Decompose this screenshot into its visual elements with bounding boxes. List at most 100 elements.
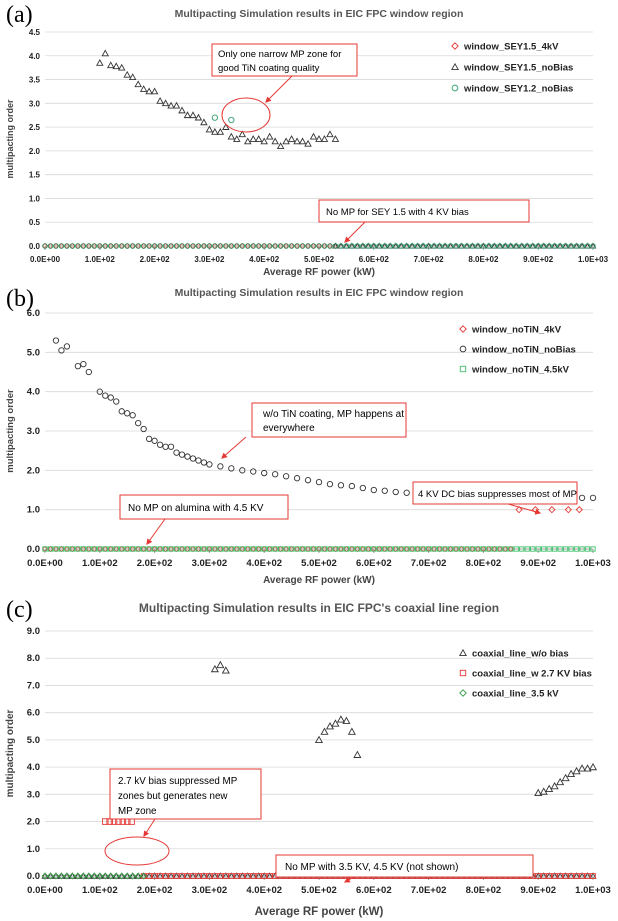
data-point-baseline	[113, 243, 119, 249]
data-point	[287, 135, 296, 142]
data-point-baseline	[179, 243, 185, 249]
data-point-baseline	[212, 546, 218, 552]
data-point-baseline	[228, 243, 235, 249]
data-point-baseline	[255, 243, 262, 249]
data-point-baseline	[425, 243, 432, 249]
data-point-baseline	[245, 243, 251, 249]
data-point-baseline	[551, 873, 558, 879]
data-point-baseline	[69, 243, 76, 249]
data-point-baseline	[85, 872, 93, 880]
chart-panel-1: (a) Multipacting Simulation results in EI…	[5, 2, 609, 278]
data-point-baseline	[118, 243, 125, 249]
data-point	[52, 337, 60, 344]
data-point-baseline	[217, 873, 224, 879]
data-point	[210, 664, 219, 673]
data-point	[128, 73, 137, 81]
data-point-baseline	[453, 546, 459, 552]
annotation-arrow	[143, 818, 156, 838]
data-point-baseline	[573, 546, 580, 552]
annotation-arrow	[344, 221, 366, 243]
data-point-baseline	[371, 546, 377, 552]
data-point-baseline	[179, 546, 185, 552]
data-point	[265, 132, 274, 140]
x-tick-label: 2.0E+02	[140, 255, 171, 264]
data-point-baseline	[288, 546, 295, 552]
y-tick-label: 6.0	[27, 308, 40, 319]
annotation-text: 4 KV DC bias suppresses most of MP	[418, 489, 577, 500]
data-point-baseline	[376, 546, 382, 552]
data-point-baseline	[447, 243, 454, 249]
data-point	[107, 394, 114, 401]
data-point-baseline	[64, 546, 70, 552]
data-point-baseline	[80, 243, 87, 249]
data-point-baseline	[179, 873, 185, 879]
x-tick-label: 7.0E+02	[414, 255, 445, 264]
data-point	[588, 762, 598, 771]
x-tick-label: 9.0E+02	[520, 885, 556, 896]
data-point-baseline	[173, 546, 180, 552]
data-point-baseline	[157, 873, 163, 879]
data-point-baseline	[562, 873, 569, 879]
data-point-baseline	[387, 546, 393, 552]
data-point-baseline	[184, 243, 191, 249]
data-point-baseline	[91, 546, 97, 552]
series-3	[42, 546, 596, 552]
data-point-baseline	[354, 546, 360, 552]
data-point-baseline	[58, 546, 65, 552]
x-tick-label: 4.0E+02	[249, 255, 280, 264]
data-point-baseline	[212, 873, 218, 879]
data-point-baseline	[409, 243, 415, 249]
annotation-box	[412, 481, 578, 505]
y-tick-label: 2.0	[27, 465, 40, 476]
data-point-baseline	[168, 873, 174, 879]
data-point	[336, 715, 345, 723]
annotation-text: 2.7 kV bias suppressed MP	[118, 776, 238, 787]
data-point-baseline	[272, 243, 278, 249]
data-point-baseline	[42, 243, 48, 249]
data-point-baseline	[469, 243, 476, 249]
data-point	[550, 781, 559, 790]
annotation-1: w/o TiN coating, MP happens at everywhere	[221, 402, 407, 459]
data-point-baseline	[228, 873, 235, 879]
data-point	[539, 787, 548, 795]
data-point	[189, 455, 197, 462]
data-point-baseline	[223, 873, 229, 879]
data-point-baseline	[151, 546, 158, 552]
data-point	[156, 97, 164, 104]
data-point	[150, 87, 159, 95]
data-point-baseline	[157, 546, 163, 552]
x-tick-label: 1.0E+02	[82, 558, 118, 569]
data-point-baseline	[382, 546, 388, 552]
data-point	[167, 101, 175, 109]
x-tick-label: 5.0E+02	[301, 885, 337, 896]
data-point	[315, 478, 323, 486]
data-point	[359, 484, 366, 492]
data-point-baseline	[47, 872, 54, 880]
data-point	[304, 139, 312, 147]
data-point-baseline	[97, 243, 103, 249]
data-point-baseline	[47, 243, 54, 249]
data-point-baseline	[497, 546, 503, 552]
x-tick-label: 0.0E+00	[30, 255, 61, 264]
data-point	[315, 135, 323, 142]
annotation-arrow	[343, 876, 355, 883]
annotation-text: MP zone	[118, 806, 157, 817]
data-point-baseline	[513, 546, 519, 552]
data-point	[545, 784, 554, 792]
data-point-baseline	[305, 546, 311, 552]
data-point	[195, 457, 202, 464]
data-point-baseline	[338, 243, 344, 249]
panel-letter: (b)	[6, 286, 34, 312]
data-point-baseline	[75, 243, 81, 249]
data-point-baseline	[420, 546, 426, 552]
data-point-baseline	[201, 546, 207, 552]
data-point-baseline	[217, 546, 223, 552]
data-point	[556, 777, 565, 786]
data-point-baseline	[278, 546, 284, 552]
data-point-baseline	[316, 546, 322, 552]
data-point-baseline	[486, 243, 492, 249]
annotation-arrow	[265, 75, 293, 103]
y-tick-label: 0.0	[27, 871, 40, 882]
data-point-baseline	[436, 243, 443, 249]
data-point-baseline	[338, 546, 344, 552]
